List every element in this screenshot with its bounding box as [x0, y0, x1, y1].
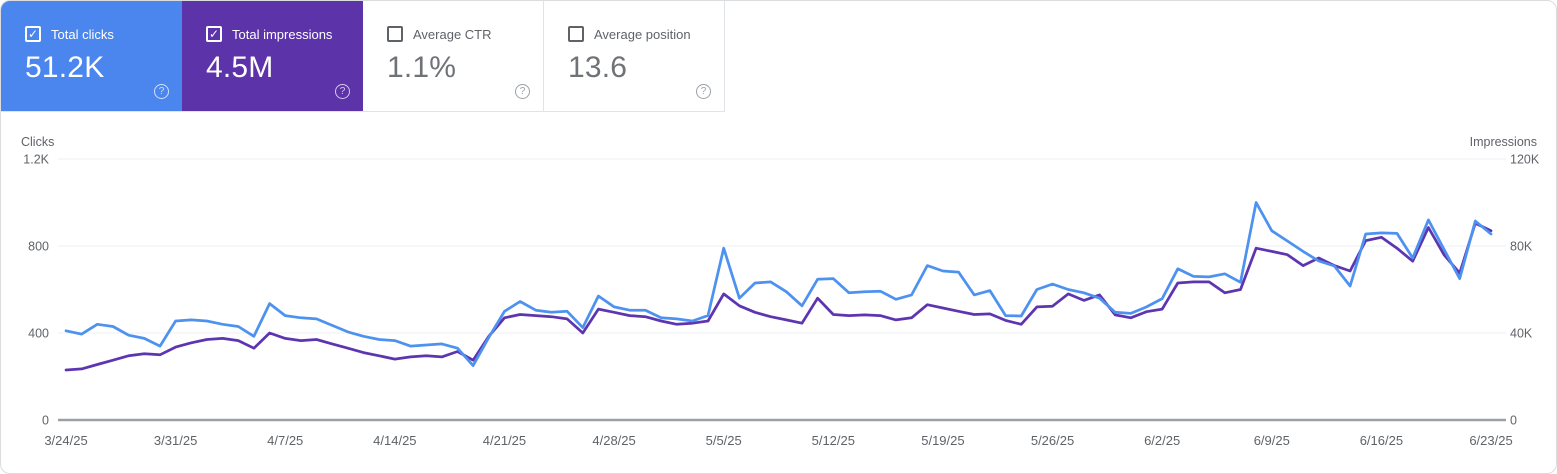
metric-value: 4.5M [206, 51, 274, 84]
x-axis-tick-label: 4/14/25 [373, 433, 416, 448]
left-axis-tick-label: 400 [28, 327, 49, 341]
card-header: Average CTR [387, 26, 543, 42]
average-position-checkbox[interactable] [568, 26, 584, 42]
metric-card-average-position[interactable]: Average position 13.6 ? [544, 1, 725, 112]
left-axis-tick-label: 800 [28, 240, 49, 254]
x-axis-tick-label: 4/21/25 [483, 433, 526, 448]
clicks-line [64, 201, 1493, 367]
help-icon[interactable]: ? [154, 84, 169, 99]
metric-card-total-clicks[interactable]: ✓ Total clicks 51.2K ? [1, 1, 182, 112]
metric-card-total-impressions[interactable]: ✓ Total impressions 4.5M ? [182, 1, 363, 112]
metric-label: Average position [594, 26, 691, 42]
card-header: Average position [568, 26, 724, 42]
right-axis-title: Impressions [1469, 135, 1537, 149]
right-axis-tick-label: 80K [1510, 240, 1533, 254]
help-icon[interactable]: ? [696, 84, 711, 99]
x-axis-tick-label: 6/2/25 [1144, 433, 1180, 448]
x-axis-tick-label: 4/7/25 [267, 433, 303, 448]
x-axis-tick-label: 6/16/25 [1360, 433, 1403, 448]
card-header: ✓ Total impressions [206, 26, 363, 42]
metric-label: Average CTR [413, 26, 492, 42]
metric-label: Total clicks [51, 26, 114, 42]
x-axis-tick-label: 5/12/25 [812, 433, 855, 448]
x-axis-tick-label: 4/28/25 [592, 433, 635, 448]
metric-value: 13.6 [568, 51, 628, 84]
x-axis-tick-label: 6/23/25 [1469, 433, 1512, 448]
help-icon[interactable]: ? [515, 84, 530, 99]
card-header: ✓ Total clicks [25, 26, 182, 42]
total-clicks-checkbox[interactable]: ✓ [25, 26, 41, 42]
metric-value: 51.2K [25, 51, 105, 84]
right-axis-tick-label: 120K [1510, 153, 1540, 167]
right-axis-tick-label: 40K [1510, 327, 1533, 341]
left-axis-title: Clicks [21, 135, 55, 149]
average-ctr-checkbox[interactable] [387, 26, 403, 42]
help-icon[interactable]: ? [335, 84, 350, 99]
right-axis-tick-label: 0 [1510, 414, 1517, 428]
metric-label: Total impressions [232, 26, 333, 42]
metric-cards-row: ✓ Total clicks 51.2K ? ✓ Total impressio… [1, 1, 725, 112]
metric-value: 1.1% [387, 51, 457, 84]
total-impressions-checkbox[interactable]: ✓ [206, 26, 222, 42]
impressions-line [64, 221, 1493, 372]
x-axis-tick-label: 5/5/25 [706, 433, 742, 448]
x-axis-tick-label: 6/9/25 [1254, 433, 1290, 448]
x-axis-tick-label: 5/19/25 [921, 433, 964, 448]
left-axis-tick-label: 0 [42, 414, 49, 428]
x-axis-tick-label: 3/24/25 [44, 433, 87, 448]
x-axis-tick-label: 5/26/25 [1031, 433, 1074, 448]
x-axis-tick-label: 3/31/25 [154, 433, 197, 448]
metric-card-average-ctr[interactable]: Average CTR 1.1% ? [363, 1, 544, 112]
left-axis-tick-label: 1.2K [23, 153, 49, 167]
